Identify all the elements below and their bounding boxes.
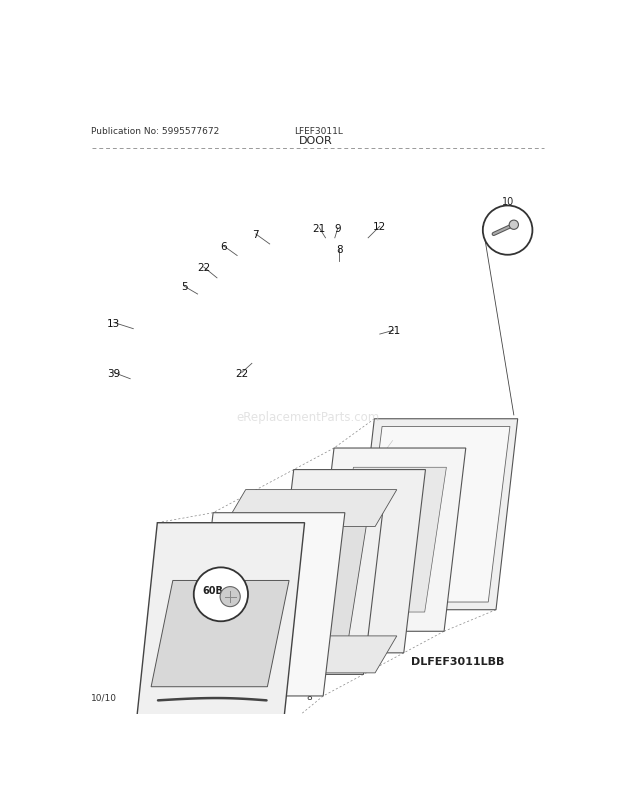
Polygon shape: [232, 492, 385, 674]
Text: 12: 12: [373, 222, 386, 232]
Text: 10/10: 10/10: [92, 692, 117, 702]
Text: 22: 22: [235, 368, 249, 378]
Text: 13: 13: [107, 318, 120, 328]
Polygon shape: [332, 468, 446, 612]
Polygon shape: [192, 513, 345, 696]
Text: 8: 8: [306, 692, 312, 702]
Polygon shape: [136, 523, 304, 729]
Text: 22: 22: [197, 263, 210, 273]
Circle shape: [509, 221, 518, 230]
Polygon shape: [272, 470, 425, 653]
Text: eReplacementParts.com: eReplacementParts.com: [236, 411, 380, 423]
Circle shape: [483, 206, 533, 255]
Text: 60B: 60B: [203, 585, 224, 596]
Circle shape: [193, 568, 248, 622]
Text: 21: 21: [312, 224, 326, 233]
Text: 5: 5: [181, 282, 188, 292]
Text: 39: 39: [107, 368, 120, 378]
Text: 21: 21: [387, 326, 401, 336]
Polygon shape: [224, 636, 397, 673]
Text: 7: 7: [252, 229, 259, 240]
Polygon shape: [312, 448, 466, 631]
Text: 10: 10: [502, 196, 514, 207]
Polygon shape: [360, 427, 510, 602]
Polygon shape: [151, 581, 289, 687]
Text: DOOR: DOOR: [298, 136, 332, 146]
Text: LFEF3011L: LFEF3011L: [294, 127, 343, 136]
Circle shape: [220, 587, 241, 607]
Polygon shape: [353, 419, 518, 610]
Text: DLFEF3011LBB: DLFEF3011LBB: [410, 657, 504, 666]
Text: 9: 9: [335, 224, 341, 233]
Polygon shape: [249, 515, 368, 651]
Text: 6: 6: [220, 241, 226, 251]
Polygon shape: [224, 490, 397, 527]
Text: 8: 8: [336, 245, 343, 255]
Text: Publication No: 5995577672: Publication No: 5995577672: [92, 127, 219, 136]
